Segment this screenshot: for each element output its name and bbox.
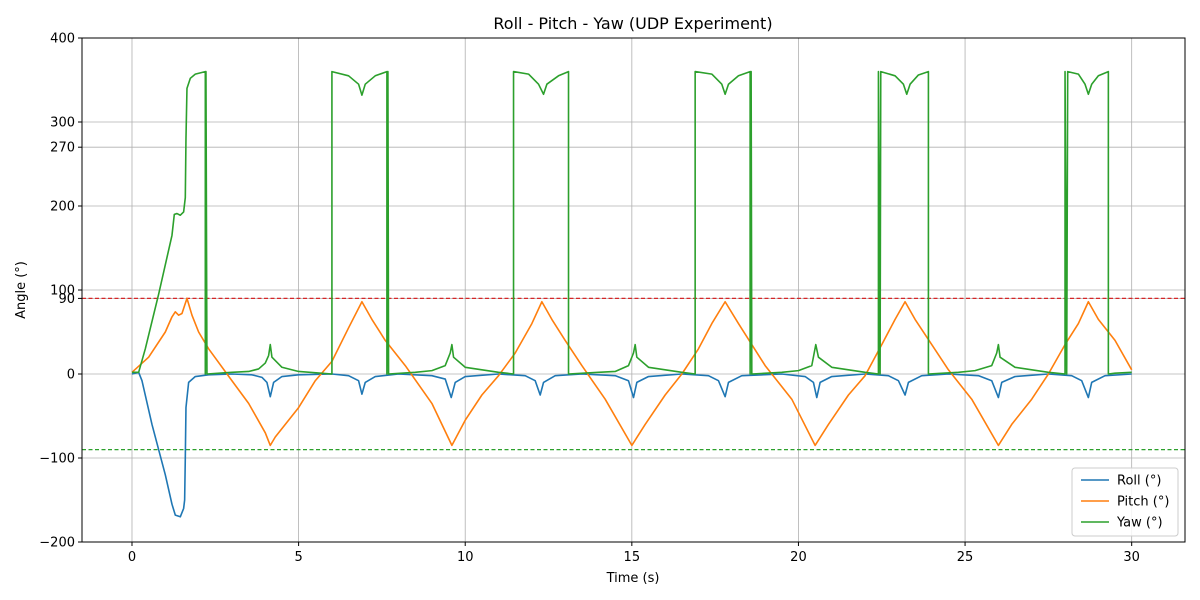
- legend-box: [1071, 467, 1179, 537]
- legend-label: Yaw (°): [1116, 516, 1163, 531]
- y-tick-label: 400: [50, 32, 75, 47]
- legend-label: Roll (°): [1117, 474, 1161, 489]
- x-tick-label: 25: [957, 550, 974, 565]
- y-tick-label: 270: [50, 141, 75, 156]
- y-tick-label: 0: [67, 368, 75, 383]
- y-tick-label: −200: [39, 536, 75, 551]
- series-line-2: [131, 297, 1133, 447]
- reference-lines: [82, 297, 1185, 451]
- series-line-1: [131, 371, 1132, 518]
- x-tick-label: 5: [294, 550, 302, 565]
- y-tick-label: −100: [39, 452, 75, 467]
- y-tick-label: 200: [50, 200, 75, 215]
- y-axis-title: Angle (°): [14, 261, 29, 319]
- series-lines: [131, 70, 1133, 518]
- x-tick-label: 10: [457, 550, 474, 565]
- chart-title: Roll - Pitch - Yaw (UDP Experiment): [493, 14, 772, 33]
- y-tick-label: 100: [50, 284, 75, 299]
- x-tick-label: 0: [128, 550, 136, 565]
- legend: Roll (°) Pitch (°) Yaw (°): [1071, 467, 1179, 537]
- x-tick-label: 20: [790, 550, 807, 565]
- y-tick-label: 90: [58, 292, 75, 307]
- y-tick-label: 300: [50, 116, 75, 131]
- x-axis-title: Time (s): [606, 571, 660, 586]
- grid: [82, 37, 1185, 543]
- x-tick-label: 15: [624, 550, 641, 565]
- series-line-3: [131, 70, 1132, 375]
- x-tick-label: 30: [1123, 550, 1140, 565]
- legend-label: Pitch (°): [1117, 495, 1169, 510]
